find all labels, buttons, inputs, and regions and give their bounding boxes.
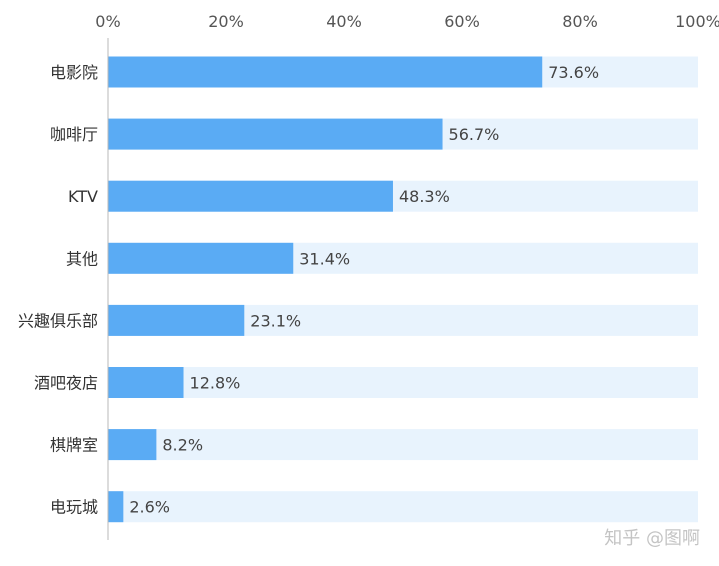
category-label: 棋牌室: [50, 436, 98, 455]
bar: [108, 56, 543, 88]
category-label: KTV: [68, 187, 98, 206]
x-tick-label: 20%: [208, 12, 244, 31]
category-label: 咖啡厅: [50, 125, 98, 144]
bar: [108, 242, 294, 274]
bar: [108, 180, 393, 212]
data-label: 48.3%: [399, 187, 450, 206]
watermark: 知乎 @图啊: [604, 528, 700, 549]
category-label: 电玩城: [50, 498, 98, 517]
bar: [108, 304, 245, 336]
data-label: 2.6%: [129, 498, 170, 517]
category-label: 兴趣俱乐部: [18, 311, 98, 330]
bars: [108, 56, 543, 523]
bar-track: [108, 491, 698, 523]
bar-track: [108, 429, 698, 461]
data-label: 31.4%: [299, 249, 350, 268]
data-label: 23.1%: [250, 311, 301, 330]
bar: [108, 491, 124, 523]
x-tick-label: 40%: [326, 12, 362, 31]
category-label: 其他: [66, 249, 98, 268]
x-tick-label: 0%: [95, 12, 120, 31]
data-label: 8.2%: [162, 436, 203, 455]
x-axis-ticks: 0% 20% 40% 60% 80% 100%: [95, 12, 719, 31]
bar-track: [108, 367, 698, 398]
data-label: 12.8%: [190, 374, 241, 393]
category-label: 酒吧夜店: [34, 374, 98, 393]
bar: [108, 367, 184, 398]
bar: [108, 118, 443, 150]
data-label: 56.7%: [449, 125, 500, 144]
data-label: 73.6%: [548, 63, 599, 82]
data-labels: 73.6% 56.7% 48.3% 31.4% 23.1% 12.8% 8.2% 2.6%: [129, 63, 599, 517]
x-tick-label: 100%: [675, 12, 719, 31]
category-label: 电影院: [50, 63, 98, 82]
x-tick-label: 60%: [444, 12, 480, 31]
bar: [108, 429, 157, 461]
x-tick-label: 80%: [562, 12, 598, 31]
